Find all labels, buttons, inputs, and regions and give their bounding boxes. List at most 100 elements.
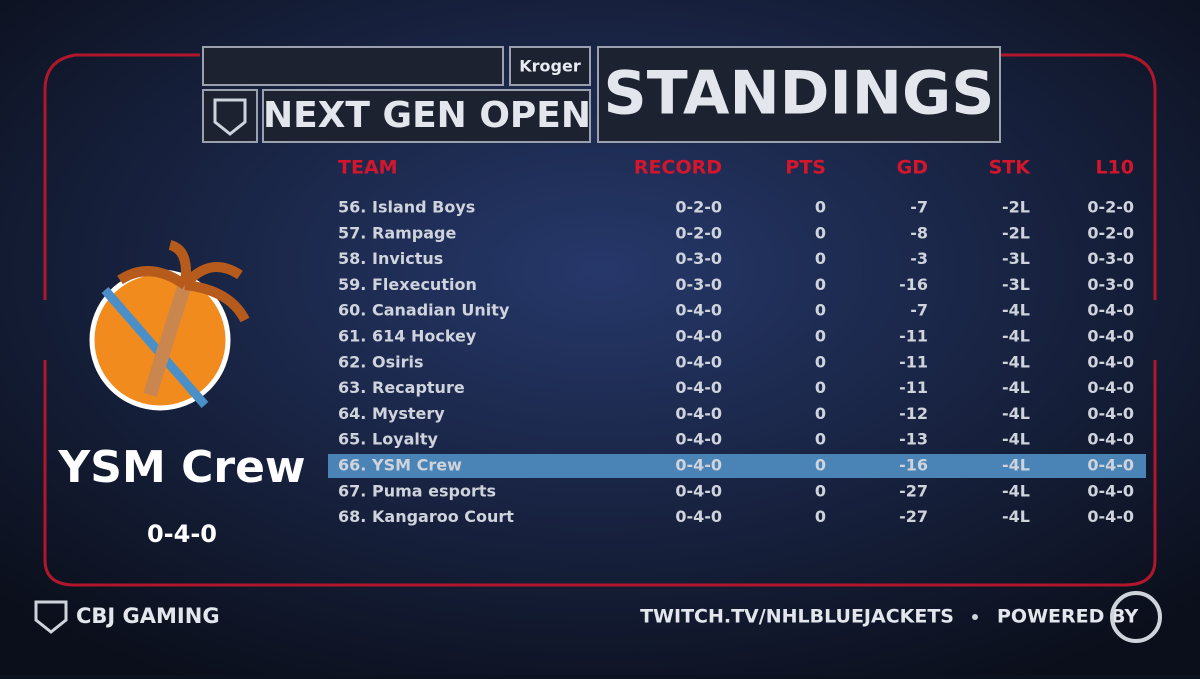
cell-gd: -3: [910, 249, 928, 268]
cell-record: 0-4-0: [675, 404, 722, 423]
rank: 65.: [338, 430, 366, 449]
cell-gd: -8: [910, 223, 928, 242]
rank: 61.: [338, 327, 366, 346]
cell-record: 0-4-0: [675, 481, 722, 500]
rank: 59.: [338, 275, 366, 294]
footer-emblem: [34, 600, 68, 634]
rank: 67.: [338, 481, 366, 500]
featured-team: YSM Crew: [57, 442, 305, 493]
cell-pts: 0: [815, 249, 826, 268]
cell-gd: -12: [899, 404, 928, 423]
cell-pts: 0: [815, 404, 826, 423]
footer-url: TWITCH.TV/NHLBLUEJACKETS: [640, 606, 954, 628]
team-name: YSM Crew: [371, 456, 462, 475]
cell-pts: 0: [815, 352, 826, 371]
cell-l10: 0-4-0: [1087, 430, 1134, 449]
cell-record: 0-2-0: [675, 223, 722, 242]
cell-stk: -3L: [1002, 249, 1030, 268]
cell-pts: 0: [815, 430, 826, 449]
highlight-row: [328, 454, 1146, 478]
title: STANDINGS: [604, 59, 995, 129]
cell-l10: 0-4-0: [1087, 301, 1134, 320]
cell-pts: 0: [815, 275, 826, 294]
cell-l10: 0-3-0: [1087, 249, 1134, 268]
cell-record: 0-4-0: [675, 430, 722, 449]
cell-pts: 0: [815, 223, 826, 242]
cell-stk: -4L: [1002, 301, 1030, 320]
cell-stk: -4L: [1002, 327, 1030, 346]
cell-l10: 0-2-0: [1087, 198, 1134, 217]
cell-stk: -4L: [1002, 507, 1030, 526]
rank: 63.: [338, 378, 366, 397]
cell-pts: 0: [815, 327, 826, 346]
column-header: TEAM: [338, 157, 398, 179]
cell-record: 0-4-0: [675, 456, 722, 475]
cell-l10: 0-4-0: [1087, 404, 1134, 423]
cell-record: 0-4-0: [675, 327, 722, 346]
cell-pts: 0: [815, 198, 826, 217]
cell-l10: 0-4-0: [1087, 481, 1134, 500]
rank: 66.: [338, 456, 366, 475]
cell-gd: -11: [899, 352, 928, 371]
team-name: Flexecution: [372, 275, 477, 294]
cell-l10: 0-4-0: [1087, 507, 1134, 526]
rank: 62.: [338, 352, 366, 371]
cell-gd: -7: [910, 301, 928, 320]
cell-record: 0-3-0: [675, 249, 722, 268]
cell-l10: 0-4-0: [1087, 327, 1134, 346]
column-header: PTS: [785, 157, 826, 179]
team-name: 614 Hockey: [372, 327, 477, 346]
column-header: RECORD: [634, 157, 722, 179]
cell-stk: -4L: [1002, 430, 1030, 449]
cell-gd: -13: [899, 430, 928, 449]
footer-brand: CBJ GAMING: [76, 604, 220, 628]
event-name: NEXT GEN OPEN: [263, 95, 591, 136]
team-name: Mystery: [372, 404, 445, 423]
cell-gd: -16: [899, 456, 928, 475]
cell-gd: -11: [899, 378, 928, 397]
cell-pts: 0: [815, 378, 826, 397]
footer-powered: POWERED BY: [997, 606, 1138, 628]
team-logo: [89, 240, 250, 411]
rank: 60.: [338, 301, 366, 320]
cell-stk: -3L: [1002, 275, 1030, 294]
team-name: Island Boys: [372, 198, 475, 217]
team-name: Osiris: [372, 352, 424, 371]
team-name: Rampage: [372, 223, 456, 242]
cell-pts: 0: [815, 301, 826, 320]
cell-record: 0-4-0: [675, 378, 722, 397]
cell-gd: -11: [899, 327, 928, 346]
cell-record: 0-4-0: [675, 507, 722, 526]
cell-l10: 0-4-0: [1087, 352, 1134, 371]
cell-gd: -27: [899, 481, 928, 500]
cell-stk: -2L: [1002, 223, 1030, 242]
cell-pts: 0: [815, 507, 826, 526]
standings-table: TEAM RECORD PTS GD STK L10 56. Island Boys 0-2-0…: [328, 157, 1146, 526]
partner-logo: [1110, 591, 1162, 643]
cell-gd: -16: [899, 275, 928, 294]
frame: [43, 53, 1157, 587]
rank: 64.: [338, 404, 366, 423]
cell-stk: -4L: [1002, 378, 1030, 397]
cell-stk: -4L: [1002, 481, 1030, 500]
team-name: Puma esports: [372, 481, 496, 500]
rank: 57.: [338, 223, 366, 242]
team-name: Canadian Unity: [372, 301, 510, 320]
separator: [972, 614, 978, 620]
event-box: [262, 89, 591, 143]
cell-record: 0-3-0: [675, 275, 722, 294]
cell-gd: -27: [899, 507, 928, 526]
sponsor: Kroger: [519, 57, 581, 76]
column-header: L10: [1095, 157, 1134, 179]
cell-l10: 0-2-0: [1087, 223, 1134, 242]
team-name: Loyalty: [372, 430, 439, 449]
cell-l10: 0-3-0: [1087, 275, 1134, 294]
rank: 58.: [338, 249, 366, 268]
cell-pts: 0: [815, 481, 826, 500]
rank: 68.: [338, 507, 366, 526]
sponsor-box: [509, 46, 591, 86]
team-name: Invictus: [372, 249, 443, 268]
cell-l10: 0-4-0: [1087, 378, 1134, 397]
cell-record: 0-4-0: [675, 352, 722, 371]
cell-pts: 0: [815, 456, 826, 475]
